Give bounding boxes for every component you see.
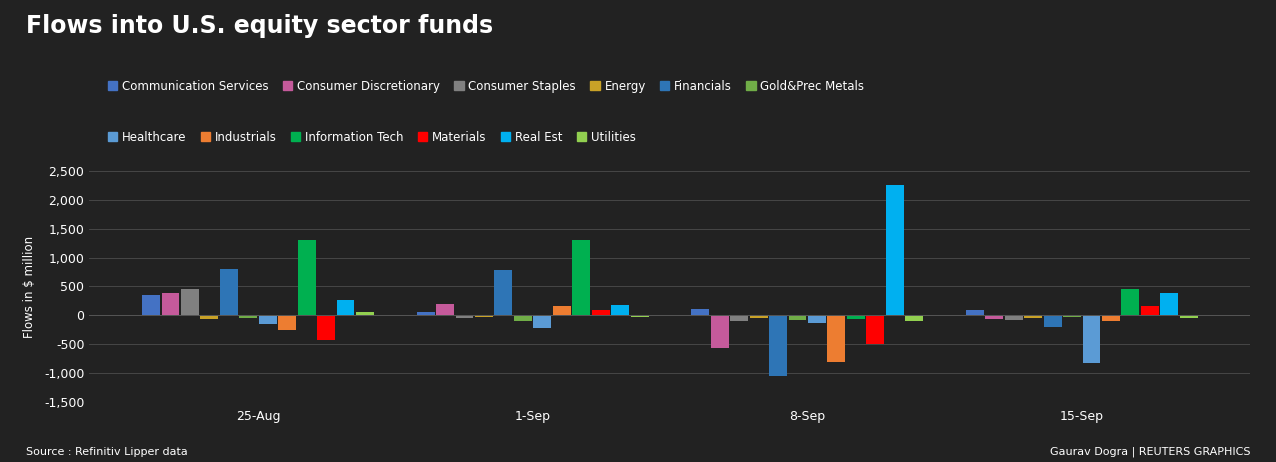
Bar [572, 240, 591, 315]
Bar [905, 315, 923, 321]
Bar [692, 309, 709, 315]
Bar [417, 312, 435, 315]
Text: Source : Refinitiv Lipper data: Source : Refinitiv Lipper data [26, 447, 188, 457]
Bar [711, 315, 729, 348]
Bar [592, 310, 610, 315]
Bar [630, 315, 648, 317]
Bar [219, 269, 237, 315]
Bar [1063, 315, 1081, 317]
Bar [1180, 315, 1198, 318]
Bar [1141, 306, 1159, 315]
Bar [318, 315, 336, 340]
Bar [1102, 315, 1120, 321]
Bar [808, 315, 826, 323]
Bar [749, 315, 768, 318]
Bar [1082, 315, 1100, 363]
Bar [1160, 293, 1178, 315]
Bar [985, 315, 1003, 319]
Bar [181, 289, 199, 315]
Bar [553, 306, 570, 315]
Bar [240, 315, 258, 318]
Bar [789, 315, 806, 320]
Bar [356, 312, 374, 315]
Bar [730, 315, 748, 321]
Y-axis label: Flows in $ million: Flows in $ million [23, 235, 36, 338]
Bar [278, 315, 296, 330]
Bar [259, 315, 277, 324]
Bar [847, 315, 865, 319]
Bar [866, 315, 884, 344]
Bar [200, 315, 218, 319]
Legend: Healthcare, Industrials, Information Tech, Materials, Real Est, Utilities: Healthcare, Industrials, Information Tec… [108, 131, 635, 144]
Bar [611, 305, 629, 315]
Bar [297, 240, 315, 315]
Bar [533, 315, 551, 328]
Bar [886, 185, 903, 315]
Bar [436, 304, 454, 315]
Bar [1025, 315, 1042, 318]
Text: Gaurav Dogra | REUTERS GRAPHICS: Gaurav Dogra | REUTERS GRAPHICS [1050, 447, 1250, 457]
Bar [1122, 289, 1139, 315]
Bar [514, 315, 532, 321]
Bar [142, 295, 160, 315]
Bar [1004, 315, 1022, 320]
Bar [827, 315, 845, 361]
Bar [475, 315, 493, 317]
Bar [456, 315, 473, 318]
Legend: Communication Services, Consumer Discretionary, Consumer Staples, Energy, Financ: Communication Services, Consumer Discret… [108, 80, 864, 93]
Bar [495, 270, 513, 315]
Text: Flows into U.S. equity sector funds: Flows into U.S. equity sector funds [26, 14, 493, 38]
Bar [769, 315, 787, 376]
Bar [337, 300, 355, 315]
Bar [966, 310, 984, 315]
Bar [162, 293, 180, 315]
Bar [1044, 315, 1062, 327]
